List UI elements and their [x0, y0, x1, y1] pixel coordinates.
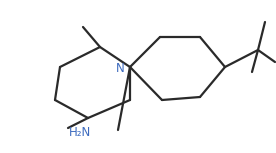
Text: H₂N: H₂N	[69, 127, 91, 140]
Text: N: N	[116, 62, 124, 75]
